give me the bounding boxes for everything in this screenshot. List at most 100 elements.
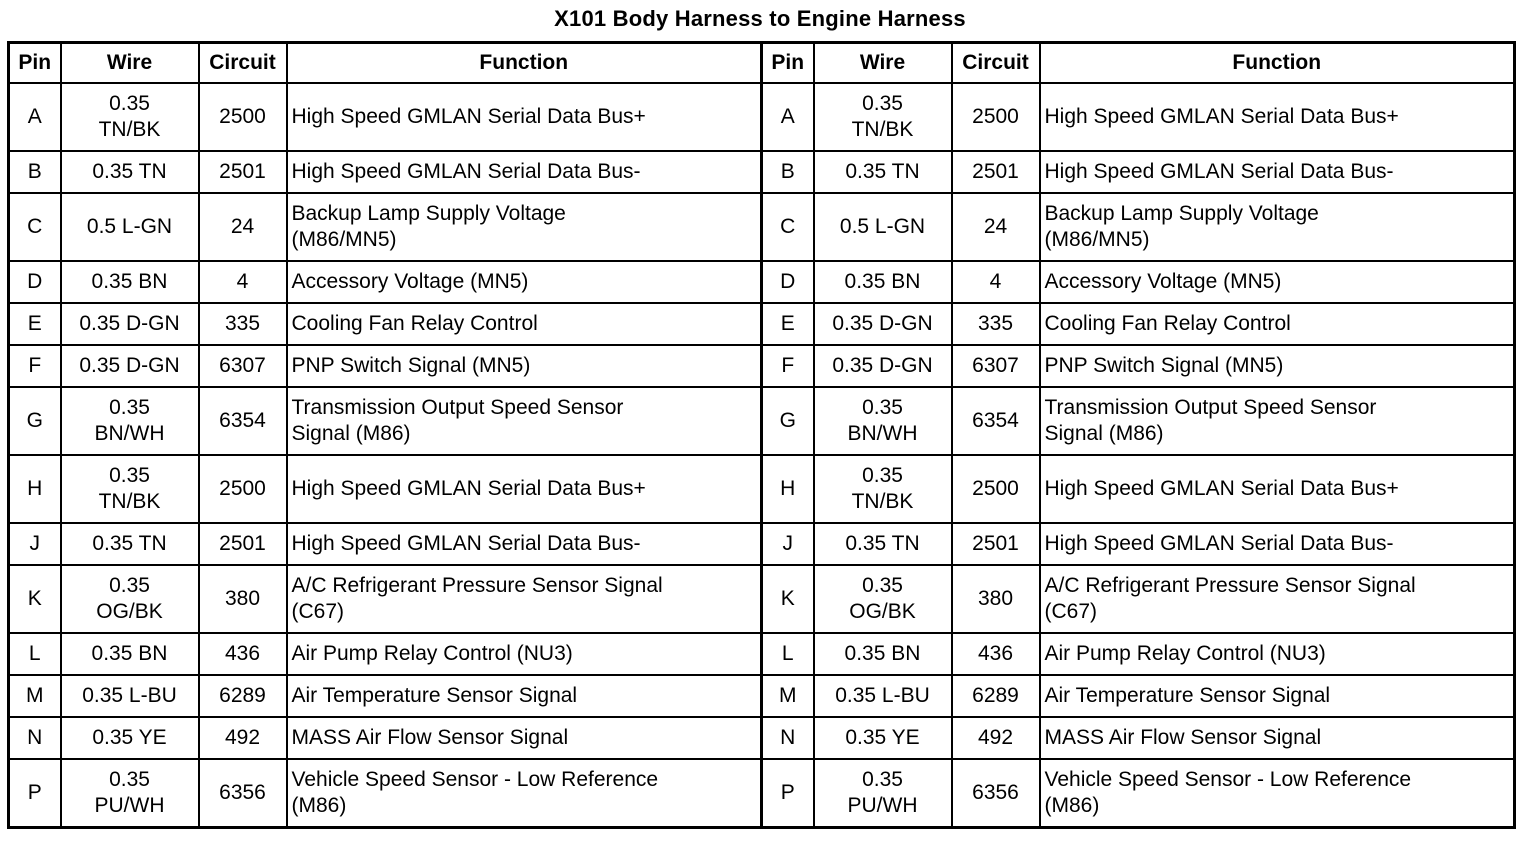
table-row: E 0.35 D-GN 335 Cooling Fan Relay Control — [7, 302, 763, 346]
circuit-cell: 492 — [197, 716, 288, 760]
table-row: C 0.5 L-GN 24 Backup Lamp Supply Voltage (M… — [7, 192, 763, 262]
wire-cell: 0.35 BN/WH — [59, 386, 200, 456]
function-cell: Transmission Output Speed Sensor Signal … — [285, 386, 763, 456]
circuit-cell: 335 — [950, 302, 1041, 346]
table-row: G 0.35 BN/WH 6354 Transmission Output Speed… — [760, 386, 1516, 456]
pin-cell: F — [7, 344, 62, 388]
wire-cell: 0.35 D-GN — [59, 302, 200, 346]
function-cell: PNP Switch Signal (MN5) — [285, 344, 763, 388]
wire-cell: 0.35 BN — [812, 260, 953, 304]
circuit-cell: 2501 — [950, 522, 1041, 566]
pin-cell: K — [760, 564, 815, 634]
pin-cell: C — [7, 192, 62, 262]
wire-cell: 0.35 TN — [812, 522, 953, 566]
header-cell-function: Function — [285, 41, 763, 84]
pin-cell: A — [760, 82, 815, 152]
table-row: J 0.35 TN 2501 High Speed GMLAN Serial Data… — [760, 522, 1516, 566]
table-row: H 0.35 TN/BK 2500 High Speed GMLAN Serial D… — [7, 454, 763, 524]
table-row: P 0.35 PU/WH 6356 Vehicle Speed Sensor - Lo… — [760, 758, 1516, 829]
circuit-cell: 2500 — [950, 454, 1041, 524]
header-cell-pin: Pin — [760, 41, 815, 84]
harness-tables-container: Pin Wire Circuit Function A 0.35 TN/BK 250… — [0, 41, 1520, 829]
table-row: F 0.35 D-GN 6307 PNP Switch Signal (MN5) — [7, 344, 763, 388]
table-row: A 0.35 TN/BK 2500 High Speed GMLAN Serial D… — [7, 82, 763, 152]
pin-cell: M — [7, 674, 62, 718]
pin-cell: N — [760, 716, 815, 760]
wire-cell: 0.35 TN/BK — [59, 82, 200, 152]
wire-cell: 0.5 L-GN — [812, 192, 953, 262]
pin-cell: A — [7, 82, 62, 152]
table-row: J 0.35 TN 2501 High Speed GMLAN Serial Data… — [7, 522, 763, 566]
function-cell: A/C Refrigerant Pressure Sensor Signal (… — [1038, 564, 1516, 634]
wire-cell: 0.35 TN/BK — [59, 454, 200, 524]
pin-cell: N — [7, 716, 62, 760]
header-cell-wire: Wire — [59, 41, 200, 84]
table-row: P 0.35 PU/WH 6356 Vehicle Speed Sensor - Lo… — [7, 758, 763, 829]
wire-cell: 0.35 L-BU — [59, 674, 200, 718]
circuit-cell: 335 — [197, 302, 288, 346]
pin-cell: G — [760, 386, 815, 456]
pin-cell: K — [7, 564, 62, 634]
function-cell: High Speed GMLAN Serial Data Bus+ — [1038, 82, 1516, 152]
function-cell: Air Pump Relay Control (NU3) — [1038, 632, 1516, 676]
pin-cell: P — [7, 758, 62, 829]
circuit-cell: 6356 — [197, 758, 288, 829]
circuit-cell: 380 — [197, 564, 288, 634]
pin-cell: D — [760, 260, 815, 304]
circuit-cell: 2500 — [950, 82, 1041, 152]
table-row: H 0.35 TN/BK 2500 High Speed GMLAN Serial D… — [760, 454, 1516, 524]
pin-cell: P — [760, 758, 815, 829]
table-row: B 0.35 TN 2501 High Speed GMLAN Serial Data… — [7, 150, 763, 194]
header-cell-wire: Wire — [812, 41, 953, 84]
pin-cell: B — [7, 150, 62, 194]
table-row: E 0.35 D-GN 335 Cooling Fan Relay Control — [760, 302, 1516, 346]
pin-cell: M — [760, 674, 815, 718]
function-cell: Air Temperature Sensor Signal — [1038, 674, 1516, 718]
pin-cell: B — [760, 150, 815, 194]
header-cell-function: Function — [1038, 41, 1516, 84]
function-cell: High Speed GMLAN Serial Data Bus+ — [285, 454, 763, 524]
function-cell: Accessory Voltage (MN5) — [285, 260, 763, 304]
wire-cell: 0.35 D-GN — [812, 344, 953, 388]
wire-cell: 0.5 L-GN — [59, 192, 200, 262]
table-row: G 0.35 BN/WH 6354 Transmission Output Speed… — [7, 386, 763, 456]
table-row: N 0.35 YE 492 MASS Air Flow Sensor Signal — [760, 716, 1516, 760]
function-cell: Backup Lamp Supply Voltage (M86/MN5) — [285, 192, 763, 262]
circuit-cell: 2500 — [197, 454, 288, 524]
wire-cell: 0.35 BN — [812, 632, 953, 676]
wire-cell: 0.35 TN — [812, 150, 953, 194]
circuit-cell: 4 — [950, 260, 1041, 304]
function-cell: Cooling Fan Relay Control — [285, 302, 763, 346]
circuit-cell: 6289 — [950, 674, 1041, 718]
page-title: X101 Body Harness to Engine Harness — [554, 6, 966, 31]
pin-cell: D — [7, 260, 62, 304]
pin-cell: E — [7, 302, 62, 346]
circuit-cell: 24 — [197, 192, 288, 262]
function-cell: Backup Lamp Supply Voltage (M86/MN5) — [1038, 192, 1516, 262]
header-row: Pin Wire Circuit Function — [760, 41, 1516, 84]
pin-cell: C — [760, 192, 815, 262]
circuit-cell: 6289 — [197, 674, 288, 718]
function-cell: PNP Switch Signal (MN5) — [1038, 344, 1516, 388]
table-row: N 0.35 YE 492 MASS Air Flow Sensor Signal — [7, 716, 763, 760]
table-row: D 0.35 BN 4 Accessory Voltage (MN5) — [760, 260, 1516, 304]
circuit-cell: 2501 — [950, 150, 1041, 194]
table-row: B 0.35 TN 2501 High Speed GMLAN Serial Data… — [760, 150, 1516, 194]
wire-cell: 0.35 PU/WH — [812, 758, 953, 829]
circuit-cell: 6307 — [197, 344, 288, 388]
table-row: F 0.35 D-GN 6307 PNP Switch Signal (MN5) — [760, 344, 1516, 388]
function-cell: Transmission Output Speed Sensor Signal … — [1038, 386, 1516, 456]
function-cell: MASS Air Flow Sensor Signal — [285, 716, 763, 760]
circuit-cell: 2500 — [197, 82, 288, 152]
circuit-cell: 2501 — [197, 522, 288, 566]
wire-cell: 0.35 TN — [59, 522, 200, 566]
function-cell: High Speed GMLAN Serial Data Bus- — [285, 150, 763, 194]
wire-cell: 0.35 L-BU — [812, 674, 953, 718]
circuit-cell: 380 — [950, 564, 1041, 634]
wire-cell: 0.35 BN — [59, 260, 200, 304]
header-cell-pin: Pin — [7, 41, 62, 84]
function-cell: MASS Air Flow Sensor Signal — [1038, 716, 1516, 760]
function-cell: Vehicle Speed Sensor - Low Reference (M8… — [1038, 758, 1516, 829]
pin-cell: H — [760, 454, 815, 524]
wire-cell: 0.35 YE — [59, 716, 200, 760]
